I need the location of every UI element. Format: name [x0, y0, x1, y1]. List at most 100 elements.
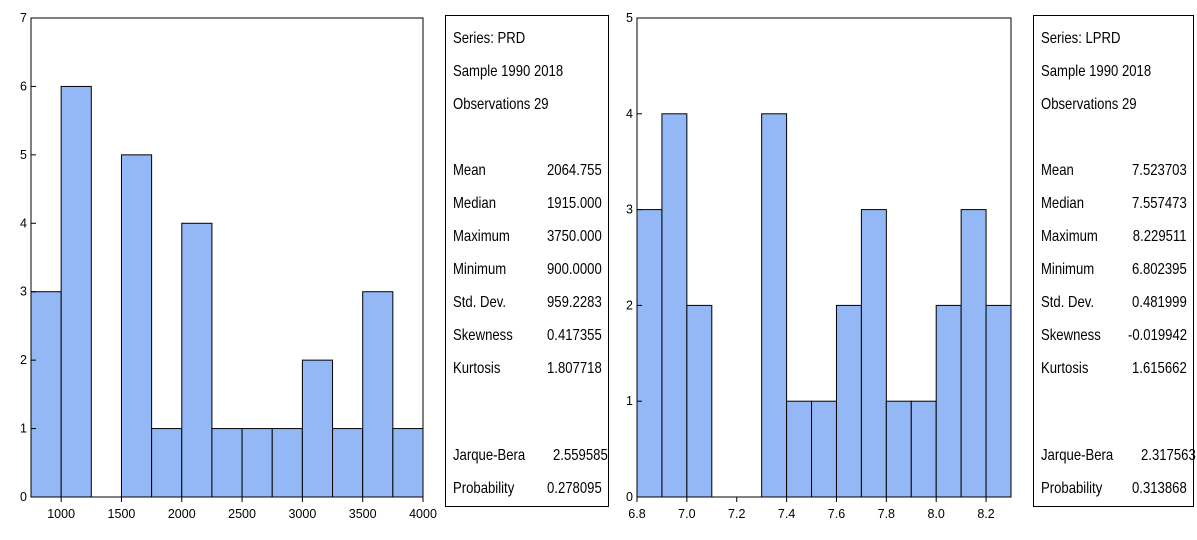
stats-row: Jarque-Bera 2.559585	[453, 447, 608, 465]
y-tick-label: 1	[20, 422, 27, 436]
stats-row-value: 0.417355	[547, 327, 602, 344]
histogram-bar	[786, 400, 813, 498]
stats-series-label: Series: LPRD	[1041, 30, 1121, 47]
x-tick-label: 8.2	[977, 507, 994, 521]
histogram-bar	[661, 113, 688, 498]
stats-row-label: Skewness	[1041, 327, 1101, 344]
x-tick-label: 4000	[409, 507, 437, 521]
stats-row: Median 1915.000	[453, 195, 602, 213]
histogram-bar	[211, 428, 243, 498]
histogram-bar	[910, 400, 937, 498]
histogram-bar	[960, 209, 987, 498]
y-tick-label: 5	[626, 11, 633, 25]
histogram-bar	[271, 428, 303, 498]
y-tick-label: 3	[626, 203, 633, 217]
x-tick-label: 3500	[349, 507, 377, 521]
stats-row-label: Jarque-Bera	[1041, 447, 1114, 464]
stats-row-value: 3750.000	[547, 228, 602, 245]
stats-row: Std. Dev. 0.481999	[1041, 294, 1187, 312]
y-tick-label: 3	[20, 285, 27, 299]
x-tick-label: 1500	[108, 507, 136, 521]
stats-row-label: Jarque-Bera	[453, 447, 526, 464]
stats-row: Kurtosis 1.615662	[1041, 360, 1187, 378]
stats-panel-lprd: Series: LPRD Sample 1990 2018 Observatio…	[1033, 15, 1196, 507]
stats-row-label: Median	[1041, 195, 1085, 212]
stats-row: Minimum 900.0000	[453, 261, 602, 279]
stats-panel-prd: Series: PRD Sample 1990 2018 Observation…	[445, 15, 609, 507]
stats-row-value: 0.278095	[547, 480, 602, 497]
stats-row: Jarque-Bera 2.317563	[1041, 447, 1196, 465]
histogram-0: 0 1 2 3 4 5 6 7 1000 1500 2000 2500 3000 3500 4000	[20, 11, 437, 521]
histogram-bar	[636, 209, 663, 498]
stats-row-value: 0.313868	[1132, 480, 1187, 497]
stats-row: Maximum 8.229511	[1041, 228, 1187, 246]
histogram-bar	[761, 113, 788, 498]
stats-row-label: Probability	[1041, 480, 1103, 497]
stats-row-label: Mean	[1041, 162, 1074, 179]
stats-row-label: Mean	[453, 162, 486, 179]
stats-row: Median 7.557473	[1041, 195, 1187, 213]
stats-row: Std. Dev. 959.2283	[453, 294, 602, 312]
stats-row-value: 959.2283	[547, 294, 602, 311]
histogram-bar	[241, 428, 273, 498]
stats-row-label: Std. Dev.	[1041, 294, 1094, 311]
stats-row: Kurtosis 1.807718	[453, 360, 602, 378]
histogram-bar	[301, 359, 334, 498]
stats-row-value: 6.802395	[1132, 261, 1187, 278]
x-tick-label: 7.6	[828, 507, 845, 521]
histogram-bar	[30, 291, 62, 498]
x-tick-label: 2500	[228, 507, 256, 521]
stats-row: Probability 0.313868	[1041, 480, 1187, 498]
x-tick-label: 6.8	[628, 507, 645, 521]
y-tick-label: 0	[626, 490, 633, 504]
stats-sample-label: Sample 1990 2018	[453, 63, 564, 80]
stats-row-value: 1.807718	[547, 360, 602, 377]
histogram-bar	[362, 291, 394, 498]
histogram-bar	[181, 222, 213, 498]
x-tick-label: 8.0	[928, 507, 945, 521]
stats-row-value: 0.481999	[1132, 294, 1187, 311]
y-tick-label: 6	[20, 79, 27, 93]
stats-observations-label: Observations 29	[453, 96, 549, 113]
y-tick-label: 4	[626, 107, 633, 121]
stats-row: Maximum 3750.000	[453, 228, 602, 246]
histogram-bar	[935, 304, 962, 498]
stats-row-label: Kurtosis	[1041, 360, 1089, 377]
histogram-bar	[885, 400, 912, 498]
stats-row-label: Median	[453, 195, 497, 212]
y-tick-label: 1	[626, 394, 633, 408]
stats-row-value: 7.557473	[1132, 195, 1187, 212]
stats-row-value: -0.019942	[1127, 327, 1187, 344]
stats-row: Minimum 6.802395	[1041, 261, 1187, 279]
x-tick-label: 2000	[168, 507, 196, 521]
stats-row-label: Maximum	[453, 228, 510, 245]
stats-row-value: 2.317563	[1141, 447, 1196, 464]
y-tick-label: 2	[626, 298, 633, 312]
stats-row-label: Probability	[453, 480, 515, 497]
x-tick-label: 7.4	[778, 507, 795, 521]
stats-row-label: Kurtosis	[453, 360, 501, 377]
y-tick-label: 4	[20, 216, 27, 230]
histogram-bar	[120, 154, 153, 498]
stats-row-value: 7.523703	[1132, 162, 1187, 179]
y-tick-label: 7	[20, 11, 27, 25]
stats-row: Probability 0.278095	[453, 480, 602, 498]
stats-row-label: Minimum	[453, 261, 507, 278]
histogram-bar	[860, 209, 887, 498]
histogram-bar	[811, 400, 837, 498]
stats-row: Mean 2064.755	[453, 162, 602, 180]
histogram-bar	[392, 428, 424, 498]
histogram-bar	[835, 304, 862, 498]
histogram-bar	[151, 428, 183, 498]
stats-row: Mean 7.523703	[1041, 162, 1187, 180]
stats-row-value: 2.559585	[553, 447, 608, 464]
histogram-bar	[985, 304, 1012, 498]
y-tick-label: 0	[20, 490, 27, 504]
stats-row-label: Maximum	[1041, 228, 1098, 245]
plot-frame	[30, 17, 424, 498]
stats-row-label: Minimum	[1041, 261, 1095, 278]
histogram-bar	[60, 85, 92, 498]
x-tick-label: 7.0	[678, 507, 695, 521]
stats-row-value: 2064.755	[547, 162, 602, 179]
stats-row-value: 8.229511	[1133, 228, 1187, 245]
